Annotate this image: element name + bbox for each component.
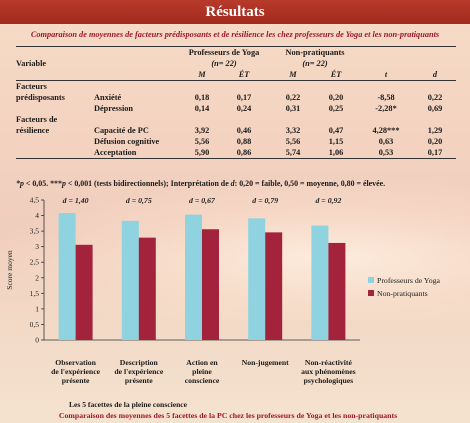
y-axis-label: Score moyen xyxy=(5,250,14,290)
bar-yoga xyxy=(185,214,202,340)
m-header: M xyxy=(182,69,222,81)
x-tick-label: aux phénomènes xyxy=(301,367,355,376)
variable-header: Variable xyxy=(16,59,47,68)
y-tick-label: 4 xyxy=(35,211,39,220)
x-tick-label: psychologiques xyxy=(304,376,354,385)
bar-non-pratiquants xyxy=(138,237,156,340)
table-title: Comparaison de moyennes de facteurs préd… xyxy=(30,30,440,39)
table-row: Dépression 0,14 0,24 0,31 0,25 -2,28* 0,… xyxy=(94,104,443,113)
et-header: ÉT xyxy=(222,69,266,81)
y-tick-label: 3,5 xyxy=(30,227,40,236)
et-header: ÉT xyxy=(314,69,358,81)
x-axis-label: Les 5 facettes de la pleine conscience xyxy=(69,400,188,409)
y-tick-label: 2 xyxy=(35,273,39,282)
x-tick-label: Action en xyxy=(186,358,218,367)
section-label: prédisposants xyxy=(16,93,65,102)
bar-yoga xyxy=(121,220,139,340)
table-row: résilience Capacité de PC 3,92 0,46 3,32… xyxy=(16,126,443,135)
y-tick-label: 2,5 xyxy=(30,258,40,267)
x-tick-label: pleine xyxy=(192,367,212,376)
chart-caption: Comparaison des moyennes des 5 facettes … xyxy=(59,411,397,420)
group1-n: (n= 22) xyxy=(211,59,237,68)
x-tick-label: de l'expérience xyxy=(51,367,100,376)
group2-n: (n= 22) xyxy=(302,59,328,68)
x-tick-label: présente xyxy=(62,376,90,385)
section-label: résilience xyxy=(16,126,50,135)
bar-yoga xyxy=(311,225,329,340)
table-row: prédisposants Anxiété 0,18 0,17 0,22 0,2… xyxy=(16,93,443,102)
x-tick-label: conscience xyxy=(185,376,220,385)
x-tick-label: de l'expérience xyxy=(114,367,163,376)
bar-non-pratiquants xyxy=(265,232,283,340)
y-tick-label: 4,5 xyxy=(30,196,40,205)
legend-swatch xyxy=(368,277,374,283)
table-note: *p < 0,05. ***p < 0,001 (tests bidirecti… xyxy=(16,179,386,188)
bar-yoga xyxy=(248,218,266,340)
bar-yoga xyxy=(58,213,76,340)
effect-size-label: d = 0,75 xyxy=(126,196,152,205)
table-row: Acceptation 5,90 0,86 5,74 1,06 0,53 0,1… xyxy=(16,147,456,159)
legend-label: Professeurs de Yoga xyxy=(377,276,441,285)
section-label: Facteurs de xyxy=(16,115,58,124)
group2-header: Non-pratiquants xyxy=(272,46,358,58)
effect-size-label: d = 0,92 xyxy=(315,196,341,205)
bar-non-pratiquants xyxy=(328,242,346,340)
results-table: Professeurs de Yoga Non-pratiquants Vari… xyxy=(16,46,456,159)
y-tick-label: 1 xyxy=(35,304,39,313)
y-tick-label: 1,5 xyxy=(30,289,40,298)
bar-non-pratiquants xyxy=(202,229,219,340)
y-tick-label: 0 xyxy=(35,336,39,345)
y-tick-label: 3 xyxy=(35,242,39,251)
group1-header: Professeurs de Yoga xyxy=(182,46,266,58)
t-header: t xyxy=(358,69,414,81)
effect-size-label: d = 0,67 xyxy=(189,196,216,205)
table-row: Défusion cognitive 5,56 0,88 5,56 1,15 0… xyxy=(94,137,443,146)
d-header: d xyxy=(414,69,456,81)
x-tick-label: Non-réactivité xyxy=(305,358,353,367)
effect-size-label: d = 1,40 xyxy=(63,196,89,205)
section-label: Facteurs xyxy=(16,82,47,91)
legend-label: Non-pratiquants xyxy=(377,289,428,298)
effect-size-label: d = 0,79 xyxy=(252,196,278,205)
x-tick-label: Observation xyxy=(55,358,96,367)
bar-non-pratiquants xyxy=(75,244,93,340)
m-header: M xyxy=(272,69,314,81)
x-tick-label: Non-jugement xyxy=(242,358,289,367)
section-header: Résultats xyxy=(0,0,470,24)
x-tick-label: Description xyxy=(120,358,159,367)
x-tick-label: présente xyxy=(125,376,153,385)
y-tick-label: 0,5 xyxy=(30,320,40,329)
legend-swatch xyxy=(368,290,374,296)
